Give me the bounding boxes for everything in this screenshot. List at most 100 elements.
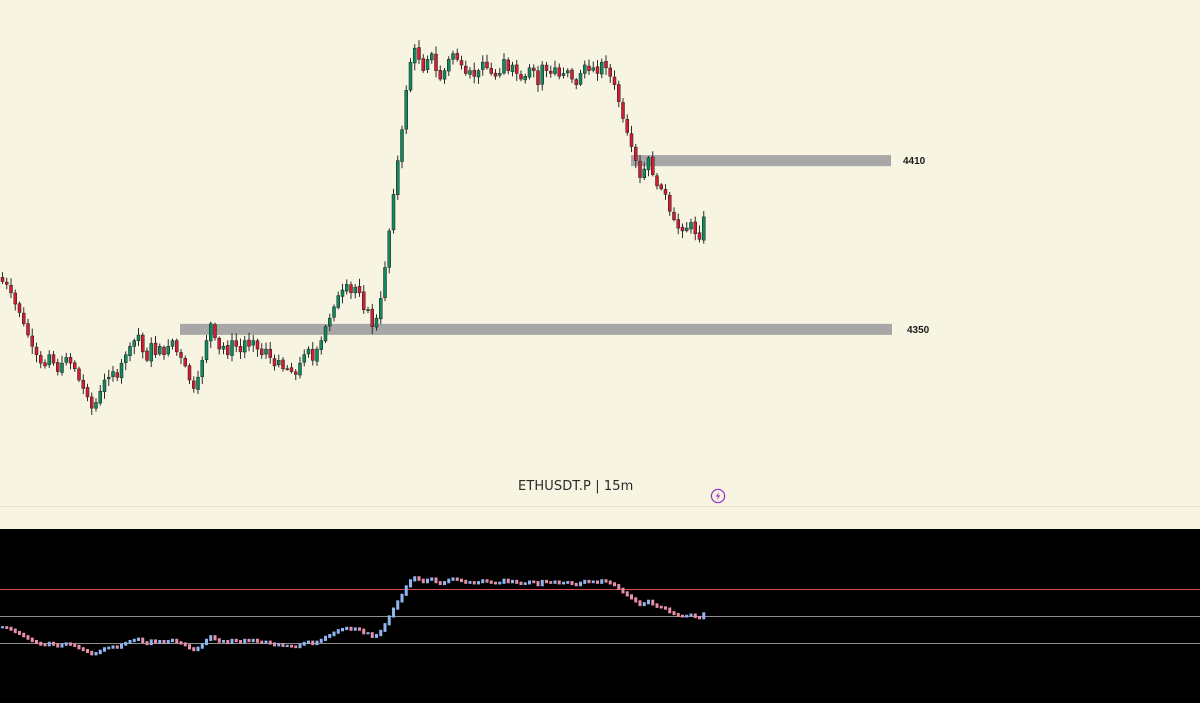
candle[interactable] — [277, 354, 281, 368]
candle[interactable] — [651, 151, 655, 177]
candle[interactable] — [162, 345, 166, 360]
candle[interactable] — [357, 278, 362, 297]
candle[interactable] — [374, 314, 379, 331]
candle[interactable] — [451, 50, 455, 65]
level-zone-4410[interactable] — [631, 155, 891, 167]
candle[interactable] — [213, 322, 217, 341]
candle[interactable] — [472, 62, 476, 84]
candle[interactable] — [294, 368, 298, 381]
candle[interactable] — [510, 61, 515, 77]
candle[interactable] — [370, 303, 374, 335]
oscillator-chart[interactable] — [0, 529, 1200, 703]
candle[interactable] — [621, 98, 625, 123]
candle[interactable] — [13, 289, 17, 311]
candle[interactable] — [502, 53, 506, 75]
candle[interactable] — [438, 65, 442, 82]
candle[interactable] — [238, 338, 243, 360]
candle[interactable] — [689, 218, 693, 234]
candle[interactable] — [196, 370, 200, 395]
candle[interactable] — [353, 284, 357, 299]
candle[interactable] — [243, 335, 247, 359]
candle[interactable] — [17, 301, 22, 318]
candle[interactable] — [557, 63, 561, 80]
candle[interactable] — [680, 223, 685, 239]
candle[interactable] — [442, 67, 447, 84]
candle[interactable] — [345, 279, 349, 295]
candle[interactable] — [404, 85, 408, 135]
candle[interactable] — [51, 350, 56, 366]
candle[interactable] — [583, 60, 587, 79]
oscillator-pane[interactable] — [0, 529, 1200, 703]
candle[interactable] — [362, 285, 366, 314]
candle[interactable] — [251, 335, 255, 352]
candle[interactable] — [591, 61, 595, 73]
candle[interactable] — [642, 162, 646, 181]
candle[interactable] — [175, 338, 179, 356]
candle[interactable] — [315, 346, 319, 366]
candle[interactable] — [349, 281, 353, 300]
candle[interactable] — [56, 358, 60, 376]
candle[interactable] — [260, 343, 264, 359]
candle[interactable] — [85, 383, 90, 402]
candle[interactable] — [400, 125, 404, 169]
candle[interactable] — [90, 392, 94, 416]
candle[interactable] — [532, 64, 536, 78]
candle[interactable] — [676, 213, 680, 235]
candle[interactable] — [22, 307, 26, 327]
candlestick-chart[interactable]: 4410 4350 — [0, 0, 1200, 529]
candle[interactable] — [302, 349, 306, 367]
candle[interactable] — [425, 55, 430, 73]
candle[interactable] — [5, 277, 9, 290]
candle[interactable] — [600, 58, 604, 79]
candle[interactable] — [209, 321, 213, 349]
candle[interactable] — [128, 342, 132, 362]
candle[interactable] — [187, 363, 192, 385]
candle[interactable] — [523, 73, 527, 84]
candle[interactable] — [519, 70, 523, 82]
candle[interactable] — [459, 55, 464, 70]
candle[interactable] — [255, 338, 260, 357]
candle[interactable] — [94, 398, 98, 412]
candle[interactable] — [655, 172, 659, 190]
candle[interactable] — [476, 68, 481, 84]
candle[interactable] — [145, 347, 149, 363]
candle[interactable] — [570, 67, 574, 84]
candle[interactable] — [663, 184, 668, 200]
candle[interactable] — [43, 359, 47, 369]
candle[interactable] — [230, 333, 234, 362]
candle[interactable] — [132, 338, 136, 355]
candle[interactable] — [702, 211, 706, 244]
candle[interactable] — [170, 338, 175, 350]
candle[interactable] — [340, 283, 345, 304]
candle[interactable] — [102, 373, 107, 399]
candle[interactable] — [73, 360, 77, 372]
candle[interactable] — [387, 228, 391, 274]
candle[interactable] — [0, 272, 5, 284]
price-pane[interactable]: 4410 4350 ETHUSDT.P | 15m — [0, 0, 1200, 529]
candle[interactable] — [204, 334, 209, 364]
candle[interactable] — [272, 354, 277, 371]
candle[interactable] — [328, 313, 332, 332]
candle[interactable] — [281, 357, 285, 372]
candle[interactable] — [672, 207, 676, 222]
candle[interactable] — [481, 55, 485, 76]
candle[interactable] — [659, 183, 663, 191]
candle[interactable] — [544, 61, 549, 78]
candle[interactable] — [68, 353, 73, 370]
candle[interactable] — [668, 191, 672, 216]
candle[interactable] — [268, 342, 272, 364]
candle[interactable] — [323, 324, 328, 344]
candle[interactable] — [685, 222, 689, 233]
candle[interactable] — [115, 368, 119, 382]
candle[interactable] — [617, 80, 621, 108]
candle[interactable] — [306, 346, 311, 358]
candle[interactable] — [319, 336, 323, 355]
candle[interactable] — [396, 155, 400, 200]
candle[interactable] — [434, 46, 438, 78]
candle[interactable] — [455, 48, 459, 62]
candle[interactable] — [200, 356, 204, 385]
candle[interactable] — [81, 374, 85, 395]
candle[interactable] — [289, 362, 294, 374]
candle[interactable] — [141, 332, 145, 359]
candle[interactable] — [574, 77, 578, 90]
